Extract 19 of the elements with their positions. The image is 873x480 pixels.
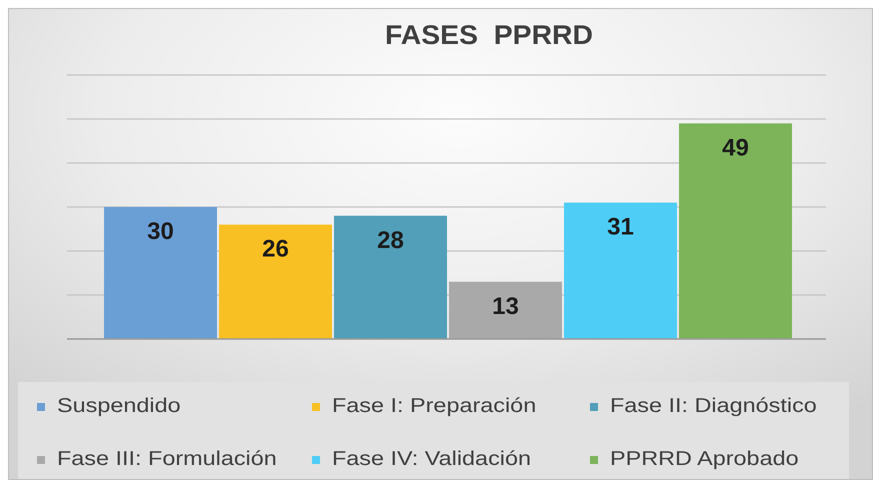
bar [334,216,447,339]
data-label: 26 [262,236,289,263]
data-label: 28 [377,226,404,254]
bar [104,207,217,339]
data-label: 31 [607,214,634,241]
data-label: 30 [147,218,174,246]
legend-label: Fase II: Diagnóstico [610,395,817,418]
bar [449,282,562,339]
legend-label: Fase I: Preparación [332,395,536,418]
chart-title: FASES PPRRD [385,20,593,50]
data-label: 13 [492,292,519,320]
legend-label: Suspendido [57,395,181,418]
legend-label: Fase IV: Validación [332,448,532,471]
bar [219,224,332,339]
legend-label: PPRRD Aprobado [610,448,799,471]
bar [564,202,677,339]
legend-label: Fase III: Formulación [57,448,277,471]
data-label: 49 [722,134,749,162]
bar [679,123,792,339]
